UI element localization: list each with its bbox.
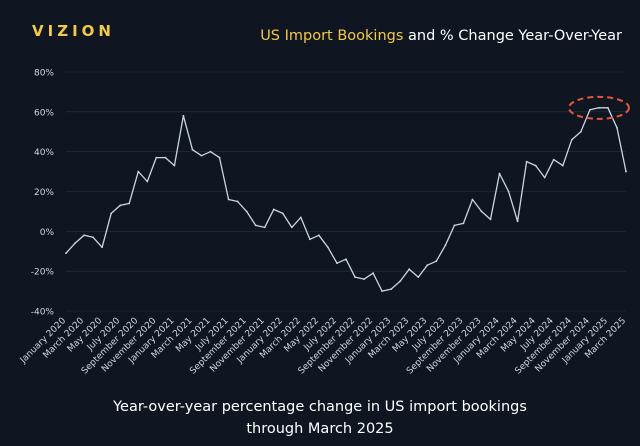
chart-title-rest: and % Change Year-Over-Year bbox=[403, 28, 622, 44]
highlight-annotation bbox=[567, 95, 630, 120]
data-point bbox=[444, 244, 447, 247]
data-point bbox=[381, 290, 384, 292]
data-point bbox=[327, 246, 329, 249]
highlight-ellipse bbox=[567, 95, 630, 120]
data-point bbox=[345, 258, 347, 261]
data-point bbox=[318, 234, 320, 237]
y-tick-label: 40% bbox=[34, 148, 54, 158]
gridlines bbox=[66, 71, 626, 312]
data-point bbox=[372, 272, 374, 275]
data-point bbox=[110, 212, 113, 215]
data-point bbox=[363, 278, 365, 281]
data-point bbox=[146, 180, 149, 183]
data-point bbox=[616, 126, 618, 129]
data-point bbox=[92, 236, 94, 239]
data-point bbox=[191, 148, 194, 151]
data-point bbox=[399, 280, 402, 283]
y-tick-label: -20% bbox=[31, 268, 55, 278]
data-point bbox=[272, 208, 275, 211]
caption-line-2: through March 2025 bbox=[246, 421, 394, 437]
data-point bbox=[245, 210, 248, 213]
y-axis: -40% -20% 0% 20% 40% 60% 80% bbox=[31, 69, 55, 318]
data-point bbox=[453, 224, 456, 227]
y-tick-label: 60% bbox=[34, 108, 54, 118]
y-tick-label: 80% bbox=[34, 69, 54, 79]
series-line bbox=[65, 107, 627, 292]
data-point bbox=[489, 218, 492, 221]
data-point bbox=[417, 276, 420, 279]
data-point bbox=[588, 108, 591, 111]
data-point bbox=[128, 202, 131, 205]
data-point bbox=[625, 170, 627, 173]
data-point bbox=[281, 212, 284, 215]
data-point bbox=[561, 164, 564, 167]
data-point bbox=[543, 176, 546, 179]
data-point bbox=[101, 246, 104, 249]
data-point bbox=[507, 190, 510, 193]
data-point bbox=[155, 156, 158, 159]
data-point bbox=[200, 154, 203, 157]
data-point bbox=[254, 224, 257, 227]
data-point bbox=[308, 238, 311, 241]
data-point bbox=[119, 204, 122, 207]
data-point bbox=[390, 288, 393, 290]
data-point bbox=[354, 276, 356, 279]
data-point bbox=[516, 220, 519, 223]
data-point bbox=[263, 226, 266, 229]
data-point bbox=[480, 210, 483, 213]
data-point bbox=[435, 260, 438, 263]
vizion-logo: VIZION bbox=[32, 22, 115, 40]
data-point bbox=[498, 172, 501, 175]
chart-title: US Import Bookings and % Change Year-Ove… bbox=[260, 28, 622, 44]
data-point bbox=[525, 160, 528, 163]
data-point bbox=[579, 130, 582, 133]
y-tick-label: 20% bbox=[34, 188, 54, 198]
data-point bbox=[471, 198, 474, 201]
data-point bbox=[552, 158, 555, 161]
data-point bbox=[299, 216, 302, 219]
data-point bbox=[598, 106, 600, 109]
data-point bbox=[74, 242, 76, 245]
data-point bbox=[534, 164, 537, 167]
data-point bbox=[570, 138, 573, 141]
y-tick-label: -40% bbox=[31, 308, 55, 318]
y-tick-label: 0% bbox=[40, 228, 55, 238]
data-point bbox=[336, 262, 338, 265]
data-point bbox=[137, 170, 140, 173]
data-point bbox=[426, 264, 429, 267]
caption-line-1: Year-over-year percentage change in US i… bbox=[113, 399, 527, 415]
data-point bbox=[83, 234, 85, 237]
data-point bbox=[65, 252, 67, 255]
chart-title-highlight: US Import Bookings bbox=[260, 28, 404, 44]
data-point bbox=[227, 198, 230, 201]
series-yoy-change bbox=[65, 106, 627, 292]
data-point bbox=[607, 106, 609, 109]
data-point bbox=[290, 226, 293, 229]
data-point bbox=[173, 164, 176, 167]
data-point bbox=[209, 150, 212, 153]
data-point bbox=[408, 268, 411, 271]
data-point bbox=[218, 156, 221, 159]
data-point bbox=[236, 200, 239, 203]
data-point bbox=[164, 156, 167, 159]
data-point bbox=[462, 222, 465, 225]
data-point bbox=[182, 114, 185, 117]
